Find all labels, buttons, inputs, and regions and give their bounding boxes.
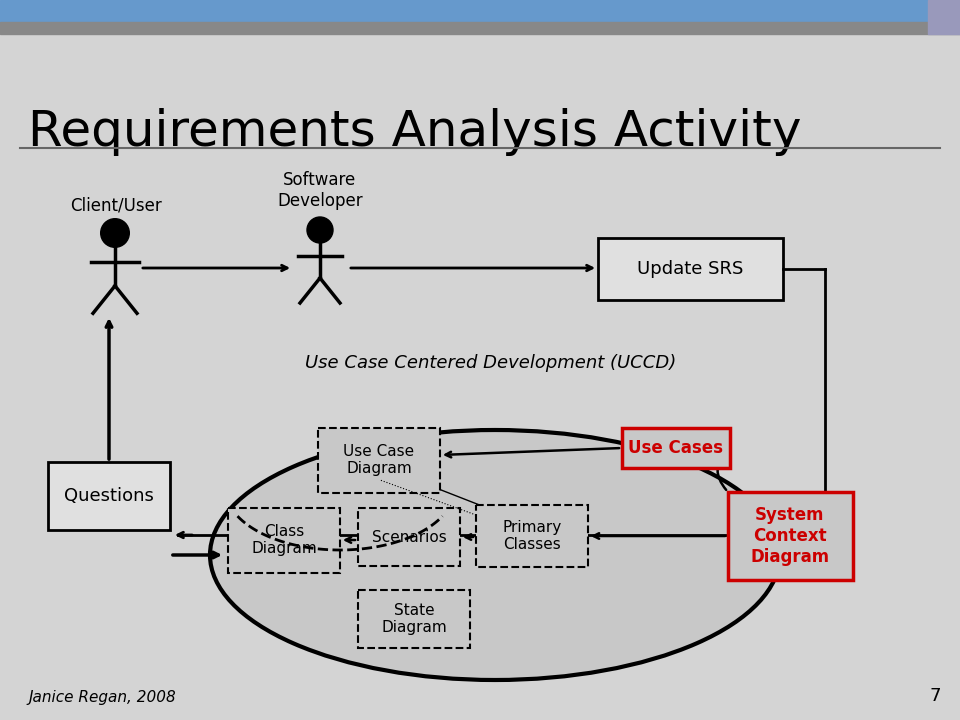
FancyBboxPatch shape <box>728 492 853 580</box>
Text: State
Diagram: State Diagram <box>381 603 446 635</box>
Text: Software
Developer: Software Developer <box>277 171 363 210</box>
FancyBboxPatch shape <box>358 590 470 648</box>
Circle shape <box>101 219 130 247</box>
Text: 7: 7 <box>929 687 941 705</box>
Text: Scenarios: Scenarios <box>372 529 446 544</box>
Text: Use Cases: Use Cases <box>629 439 724 457</box>
Circle shape <box>307 217 333 243</box>
Text: Requirements Analysis Activity: Requirements Analysis Activity <box>28 108 802 156</box>
FancyBboxPatch shape <box>622 428 730 468</box>
Text: Questions: Questions <box>64 487 154 505</box>
FancyBboxPatch shape <box>476 505 588 567</box>
Text: Primary
Classes: Primary Classes <box>502 520 562 552</box>
Bar <box>0 22 960 34</box>
FancyBboxPatch shape <box>48 462 170 530</box>
Text: Use Case
Diagram: Use Case Diagram <box>344 444 415 476</box>
Bar <box>928 0 960 34</box>
Text: Janice Regan, 2008: Janice Regan, 2008 <box>28 690 176 705</box>
Text: Use Case Centered Development (UCCD): Use Case Centered Development (UCCD) <box>305 354 676 372</box>
FancyBboxPatch shape <box>598 238 783 300</box>
Text: Class
Diagram: Class Diagram <box>252 524 317 556</box>
FancyBboxPatch shape <box>358 508 460 566</box>
Bar <box>0 0 960 22</box>
Text: Client/User: Client/User <box>70 197 161 215</box>
FancyBboxPatch shape <box>318 428 440 493</box>
Text: Update SRS: Update SRS <box>636 260 743 278</box>
FancyBboxPatch shape <box>228 508 340 573</box>
Text: System
Context
Diagram: System Context Diagram <box>751 506 829 566</box>
Ellipse shape <box>210 430 780 680</box>
